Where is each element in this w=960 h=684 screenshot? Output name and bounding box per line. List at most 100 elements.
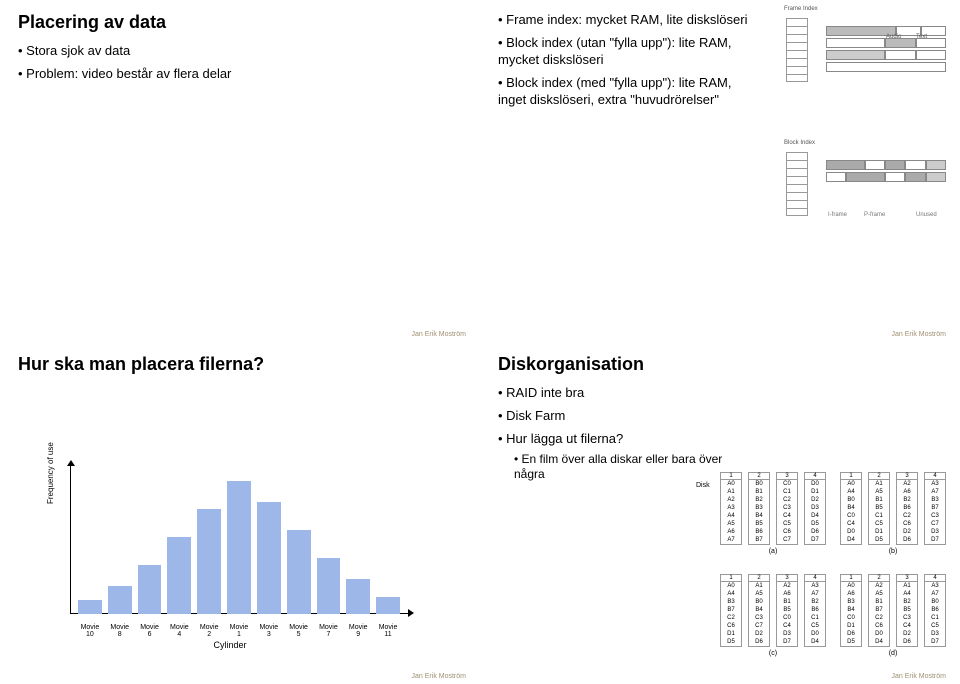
disk-cell: A0 (721, 582, 741, 590)
x-axis-label: Cylinder (213, 640, 246, 650)
disk-header: 4 (925, 473, 945, 480)
disk-cell: A5 (749, 590, 769, 598)
bars-container (78, 474, 400, 614)
footer: Jan Erik Moström (412, 673, 466, 680)
disk-cell: B3 (721, 598, 741, 606)
disk-cell: C1 (777, 488, 797, 496)
bar (257, 502, 281, 614)
bar (138, 565, 162, 614)
disk-cell: D3 (925, 630, 945, 638)
disk-cell: A5 (721, 520, 741, 528)
disk-cell: A4 (841, 488, 861, 496)
disk-cell: A0 (841, 480, 861, 488)
bullet: Problem: video består av flera delar (18, 66, 462, 83)
disk-cell: C0 (777, 614, 797, 622)
disk-cell: D4 (841, 536, 861, 544)
disk-header: 3 (777, 575, 797, 582)
bar-label: Movie9 (346, 624, 370, 638)
slide-1: Placering av data Stora sjok av data Pro… (0, 0, 480, 342)
disk-cell: D0 (805, 480, 825, 488)
disk-group-a: Disk1A0A1A2A3A4A5A6A72B0B1B2B3B4B5B6B73C… (720, 472, 826, 545)
disk-cell: C3 (897, 614, 917, 622)
disk-cell: C5 (777, 520, 797, 528)
block-index-column (786, 152, 808, 216)
bar-label: Movie8 (108, 624, 132, 638)
disk-cell: A3 (925, 480, 945, 488)
disk-group-b: 1A0A4B0B4C0C4D0D42A1A5B1B5C1C5D1D53A2A6B… (840, 472, 946, 545)
disk-column: 4D0D1D2D3D4D5D6D7 (804, 472, 826, 545)
disk-cell: A1 (869, 480, 889, 488)
disk-cell: D4 (869, 638, 889, 646)
disk-cell: D2 (805, 496, 825, 504)
disk-cell: A3 (805, 582, 825, 590)
disk-cell: A7 (721, 536, 741, 544)
block-tracks (826, 160, 946, 184)
group-label: (c) (769, 650, 777, 657)
y-axis-arrow-icon (67, 460, 75, 466)
disk-column: 1A0A4B3B7C2C6D1D5 (720, 574, 742, 647)
footer: Jan Erik Moström (892, 331, 946, 338)
disk-cell: C0 (777, 480, 797, 488)
slide2-bullets: Frame index: mycket RAM, lite diskslöser… (498, 12, 758, 108)
disk-header: 2 (749, 473, 769, 480)
slide-3: Hur ska man placera filerna? Frequency o… (0, 342, 480, 684)
disk-header: 2 (869, 473, 889, 480)
disk-cell: D7 (777, 638, 797, 646)
disk-cell: D1 (805, 488, 825, 496)
disk-cell: B6 (897, 504, 917, 512)
disk-column: 4A3A7B2B6C1C5D0D4 (804, 574, 826, 647)
disk-cell: A6 (841, 590, 861, 598)
disk-header: 3 (777, 473, 797, 480)
disk-cell: A4 (897, 590, 917, 598)
disk-cell: A2 (897, 480, 917, 488)
bar (346, 579, 370, 614)
disk-column: 2A2A5B1B7C2C6D0D4 (868, 574, 890, 647)
disk-cell: B6 (749, 528, 769, 536)
disk-cell: D5 (869, 536, 889, 544)
disk-cell: D3 (925, 528, 945, 536)
disk-group-d: 1A0A6B3B4C0D1D6D52A2A5B1B7C2C6D0D43A1A4B… (840, 574, 946, 647)
bullet: Block index (med "fylla upp"): lite RAM,… (498, 75, 758, 109)
group-label: (d) (889, 650, 898, 657)
disk-cell: A2 (777, 582, 797, 590)
disk-column: 2A1A5B1B5C1C5D1D5 (868, 472, 890, 545)
slide-4: Diskorganisation RAID inte bra Disk Farm… (480, 342, 960, 684)
disk-cell: B6 (805, 606, 825, 614)
disk-cell: C3 (925, 512, 945, 520)
disk-cell: B5 (869, 504, 889, 512)
disk-cell: B6 (925, 606, 945, 614)
frame-index-label: Frame Index (784, 6, 818, 12)
disk-cell: D0 (841, 528, 861, 536)
disk-header: 4 (925, 575, 945, 582)
disk-cell: A0 (721, 480, 741, 488)
disk-column: 3A2A6B1B5C0C4D3D7 (776, 574, 798, 647)
disk-cell: C0 (841, 512, 861, 520)
disk-cell: B1 (869, 598, 889, 606)
disk-cell: D2 (897, 630, 917, 638)
disk-column: 2B0B1B2B3B4B5B6B7 (748, 472, 770, 545)
disk-column: 4A3A7B0B6C1C5D3D7 (924, 574, 946, 647)
disk-header: 2 (869, 575, 889, 582)
disk-cell: D1 (841, 622, 861, 630)
disk-cell: D4 (805, 512, 825, 520)
disk-cell: C4 (897, 622, 917, 630)
bullet: Block index (utan "fylla upp"): lite RAM… (498, 35, 758, 69)
disk-cell: D5 (721, 638, 741, 646)
bar (376, 597, 400, 614)
disk-cell: A3 (925, 582, 945, 590)
bar (108, 586, 132, 614)
slide1-title: Placering av data (18, 12, 462, 33)
disk-cell: D1 (869, 528, 889, 536)
bar-label: Movie6 (138, 624, 162, 638)
block-index-label: Block Index (784, 140, 815, 146)
unused-label: Unused (916, 212, 937, 218)
disk-cell: B7 (925, 504, 945, 512)
disk-cell: D7 (925, 638, 945, 646)
disk-cell: B0 (749, 480, 769, 488)
disk-cell: A5 (869, 590, 889, 598)
bullet: Stora sjok av data (18, 43, 462, 60)
bar (197, 509, 221, 614)
disk-cell: C2 (869, 614, 889, 622)
sub-bullet: En film över alla diskar eller bara över… (514, 452, 728, 483)
disk-cell: A6 (777, 590, 797, 598)
